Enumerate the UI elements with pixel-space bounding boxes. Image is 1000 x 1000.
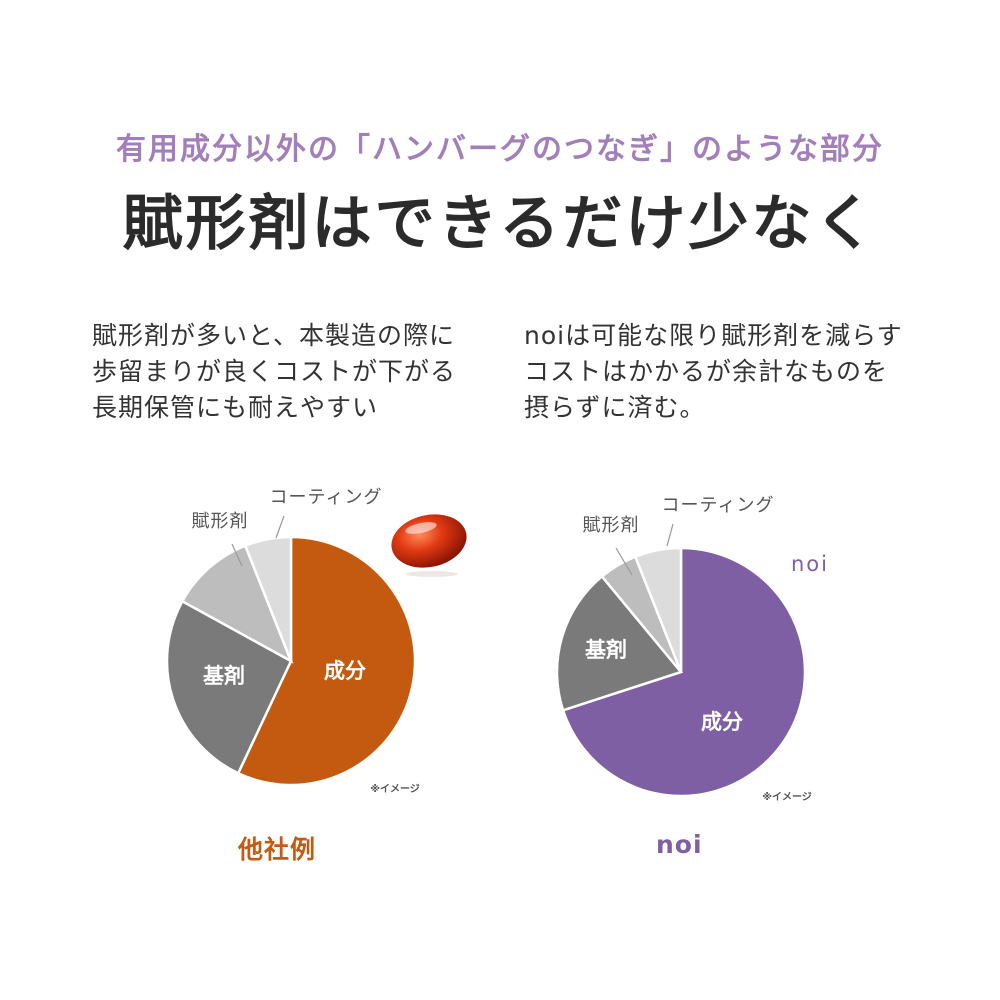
pie-label-coating: コーティング xyxy=(270,487,383,508)
image-note: ※イメージ xyxy=(762,791,812,803)
page-title: 賦形剤はできるだけ少なく xyxy=(122,189,878,259)
noi-brand-label: noi xyxy=(791,552,829,576)
caption-noi: noi xyxy=(656,830,703,859)
description-left-line-2: 歩留まりが良くコストが下がる xyxy=(92,357,457,386)
description-left-line-1: 賦形剤が多いと、本製造の際に xyxy=(92,321,456,350)
pie-label-ingredient: 成分 xyxy=(324,659,366,683)
image-note: ※イメージ xyxy=(370,783,420,795)
pie-label-coating: コーティング xyxy=(662,495,775,516)
pie-label-ingredient: 成分 xyxy=(701,710,743,734)
pie-label-base: 基剤 xyxy=(585,638,627,662)
pie-slice-ingredient xyxy=(561,546,807,798)
description-left-line-3: 長期保管にも耐えやすい xyxy=(92,393,379,422)
description-right: noiは可能な限り賦形剤を減らす コストはかかるが余計なものを 摂らずに済む。 xyxy=(524,318,903,426)
pie-leader-excipient xyxy=(615,547,633,576)
pie-slice-coating xyxy=(243,535,293,662)
pie-slice-ingredient xyxy=(236,535,417,787)
description-right-line-1: noiは可能な限り賦形剤を減らす xyxy=(524,321,903,350)
description-right-line-3: 摂らずに済む。 xyxy=(524,393,706,422)
pie-leader-coating xyxy=(666,523,674,547)
pie-slice-excipient xyxy=(180,544,294,664)
pie-label-excipient: 賦形剤 xyxy=(583,515,640,536)
subtitle: 有用成分以外の「ハンバーグのつなぎ」のような部分 xyxy=(116,132,884,167)
pie-slice-base xyxy=(555,574,684,712)
capsule-image xyxy=(391,514,467,577)
pie-leader-coating xyxy=(275,515,285,539)
pie-label-base: 基剤 xyxy=(203,664,245,688)
pie-chart-noi: 成分 基剤 賦形剤 コーティング ※イメージ xyxy=(555,495,812,803)
description-right-line-2: コストはかかるが余計なものを xyxy=(524,357,889,386)
pie-label-excipient: 賦形剤 xyxy=(192,511,249,532)
description-left: 賦形剤が多いと、本製造の際に 歩留まりが良くコストが下がる 長期保管にも耐えやす… xyxy=(92,318,456,426)
caption-other: 他社例 xyxy=(238,835,317,864)
pie-slice-coating xyxy=(633,546,683,673)
pie-leader-excipient xyxy=(231,543,243,567)
